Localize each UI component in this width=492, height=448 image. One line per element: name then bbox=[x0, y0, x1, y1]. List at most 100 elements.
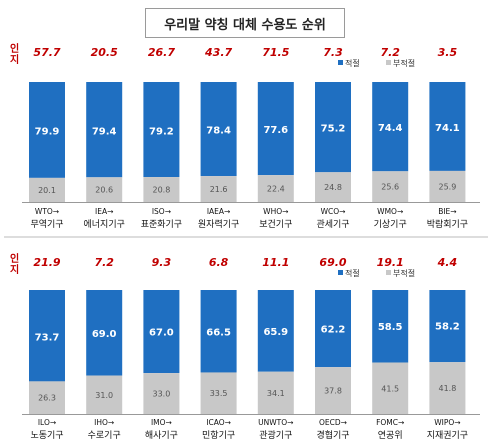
awareness-value: 4.4 bbox=[437, 256, 458, 269]
awareness-value: 21.9 bbox=[33, 256, 60, 269]
adequate-value-label: 67.0 bbox=[149, 328, 174, 339]
awareness-value: 26.7 bbox=[148, 46, 175, 59]
legend-swatch bbox=[338, 270, 343, 275]
legend: 적절 부적절 bbox=[338, 268, 415, 278]
awareness-value: 9.3 bbox=[152, 256, 172, 269]
bar-inadequate bbox=[429, 362, 466, 414]
bar-inadequate bbox=[143, 373, 180, 414]
inadequate-value-label: 26.3 bbox=[38, 394, 56, 403]
category-name: 표준화기구 bbox=[141, 219, 182, 230]
adequate-value-label: 75.2 bbox=[321, 124, 346, 135]
inadequate-value-label: 25.6 bbox=[381, 183, 399, 192]
awareness-value: 43.7 bbox=[204, 46, 232, 59]
bar-inadequate bbox=[86, 375, 123, 414]
bar-adequate bbox=[315, 290, 351, 368]
category-code: FOMC→ bbox=[376, 418, 404, 427]
bar-inadequate bbox=[29, 381, 65, 414]
bar-adequate bbox=[315, 82, 351, 173]
category-code: WTO→ bbox=[35, 207, 59, 216]
category-code: ICAO→ bbox=[206, 418, 231, 427]
bar-adequate bbox=[86, 290, 123, 376]
legend-label: 적절 bbox=[345, 58, 360, 68]
bar-adequate bbox=[200, 290, 237, 373]
legend-swatch bbox=[338, 60, 343, 65]
category-code: ISO→ bbox=[152, 207, 171, 216]
adequate-value-label: 73.7 bbox=[35, 332, 60, 343]
category-name: 무역기구 bbox=[30, 219, 63, 230]
category-code: BIE→ bbox=[438, 207, 456, 216]
bar-adequate bbox=[257, 290, 294, 372]
adequate-value-label: 69.0 bbox=[92, 329, 117, 340]
category-code: IMO→ bbox=[151, 418, 172, 427]
awareness-value: 7.2 bbox=[380, 46, 400, 59]
bar-adequate bbox=[372, 82, 409, 172]
category-name: 해사기구 bbox=[145, 430, 178, 441]
inadequate-value-label: 22.4 bbox=[267, 185, 285, 194]
bar-inadequate bbox=[29, 177, 65, 202]
category-code: OECD→ bbox=[319, 418, 347, 427]
bar-adequate bbox=[429, 82, 466, 171]
awareness-value: 7.2 bbox=[94, 256, 114, 269]
category-code: WIPO→ bbox=[434, 418, 460, 427]
legend-label: 부적절 bbox=[393, 268, 415, 278]
awareness-value: 3.5 bbox=[438, 46, 458, 59]
legend-label: 적절 bbox=[345, 268, 360, 278]
awareness-value: 11.1 bbox=[262, 256, 289, 269]
category-name: 기상기구 bbox=[374, 219, 407, 230]
inadequate-value-label: 25.9 bbox=[438, 182, 456, 191]
bar-inadequate bbox=[372, 171, 409, 202]
bar-inadequate bbox=[257, 371, 294, 414]
category-code: WHO→ bbox=[263, 207, 288, 216]
category-code: WCO→ bbox=[321, 207, 346, 216]
awareness-value: 57.7 bbox=[33, 46, 60, 59]
inadequate-value-label: 20.6 bbox=[95, 186, 113, 195]
category-code: IEA→ bbox=[95, 207, 113, 216]
bar-inadequate bbox=[257, 175, 294, 202]
adequate-value-label: 66.5 bbox=[206, 327, 231, 338]
awareness-value: 71.5 bbox=[262, 46, 289, 59]
adequate-value-label: 79.2 bbox=[149, 126, 174, 137]
adequate-value-label: 58.5 bbox=[378, 322, 403, 333]
legend-label: 부적절 bbox=[393, 58, 415, 68]
bar-inadequate bbox=[429, 170, 466, 202]
bar-inadequate bbox=[143, 177, 180, 202]
category-name: 에너지기구 bbox=[83, 219, 124, 230]
category-name: 수로기구 bbox=[88, 430, 121, 441]
inadequate-value-label: 33.5 bbox=[210, 389, 228, 398]
category-code: IAEA→ bbox=[207, 207, 231, 216]
awareness-value: 19.1 bbox=[377, 256, 404, 269]
category-name: 박람회기구 bbox=[427, 218, 468, 230]
awareness-value: 6.8 bbox=[209, 256, 229, 269]
legend-swatch bbox=[386, 60, 391, 65]
adequate-value-label: 79.4 bbox=[92, 126, 117, 137]
legend-swatch bbox=[386, 270, 391, 275]
bar-inadequate bbox=[200, 176, 237, 202]
category-code: ILO→ bbox=[38, 418, 56, 427]
bar-adequate bbox=[143, 290, 180, 374]
adequate-value-label: 77.6 bbox=[263, 125, 288, 136]
bar-inadequate bbox=[86, 177, 123, 202]
adequate-value-label: 79.9 bbox=[35, 127, 60, 138]
inadequate-value-label: 41.8 bbox=[438, 384, 456, 393]
bar-adequate bbox=[372, 290, 409, 363]
inadequate-value-label: 21.6 bbox=[210, 185, 228, 194]
adequate-value-label: 58.2 bbox=[435, 322, 460, 333]
category-name: 노동기구 bbox=[30, 430, 63, 441]
category-name: 지재권기구 bbox=[427, 429, 468, 441]
adequate-value-label: 78.4 bbox=[206, 126, 231, 137]
category-name: 관광기구 bbox=[259, 429, 292, 441]
bar-inadequate bbox=[372, 362, 409, 414]
awareness-value: 7.3 bbox=[323, 46, 343, 59]
awareness-value: 20.5 bbox=[91, 46, 118, 59]
category-name: 원자력기구 bbox=[198, 218, 239, 230]
inadequate-value-label: 34.1 bbox=[267, 389, 285, 398]
bar-adequate bbox=[86, 82, 123, 178]
chart-title: 우리말 약칭 대체 수용도 순위 bbox=[145, 8, 345, 38]
category-name: 경협기구 bbox=[316, 429, 349, 441]
inadequate-value-label: 20.1 bbox=[38, 186, 56, 195]
bar-adequate bbox=[29, 290, 65, 382]
